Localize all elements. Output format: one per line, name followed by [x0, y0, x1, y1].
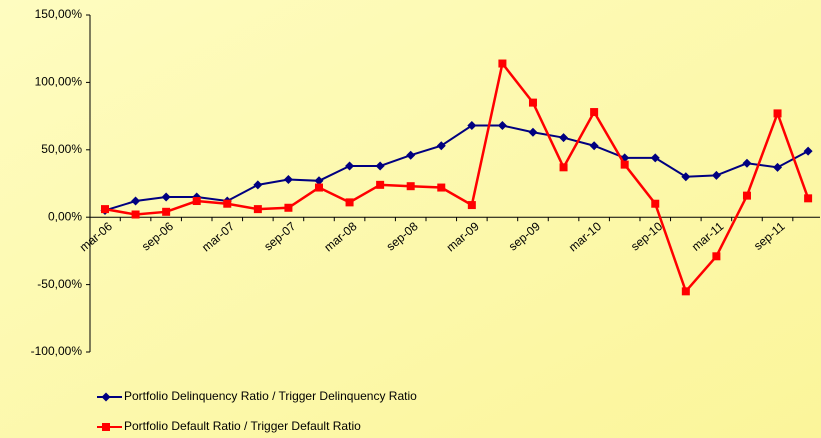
data-point: [131, 210, 140, 219]
data-point: [803, 146, 813, 156]
data-point: [528, 127, 538, 137]
data-point: [345, 198, 354, 207]
data-point: [773, 162, 783, 172]
data-point: [528, 98, 537, 107]
data-point: [742, 158, 752, 168]
data-point: [773, 109, 782, 118]
y-tick-label: -100,00%: [31, 344, 83, 358]
y-tick-label: 0,00%: [48, 209, 82, 223]
data-point: [742, 191, 751, 200]
data-point: [314, 183, 323, 192]
data-point: [650, 153, 660, 163]
series-line: [104, 60, 810, 294]
data-point: [681, 172, 691, 182]
data-point: [406, 182, 415, 191]
data-point: [162, 207, 171, 216]
data-point: [345, 161, 355, 171]
data-point: [314, 176, 324, 186]
data-point: [253, 180, 263, 190]
data-point: [131, 196, 141, 206]
data-point: [651, 199, 660, 208]
data-point: [223, 199, 232, 208]
data-point: [161, 192, 171, 202]
data-point: [589, 141, 599, 151]
data-point: [559, 133, 569, 143]
data-point: [681, 287, 690, 296]
data-point: [467, 121, 477, 131]
data-point: [620, 160, 629, 169]
data-point: [712, 252, 721, 261]
data-point: [590, 108, 599, 117]
legend-label: Portfolio Default Ratio / Trigger Defaul…: [124, 419, 361, 433]
data-point: [467, 201, 476, 210]
data-point: [498, 59, 507, 68]
data-point: [559, 163, 568, 172]
data-point: [253, 205, 262, 214]
legend-label: Portfolio Delinquency Ratio / Trigger De…: [124, 389, 417, 403]
y-tick-label: 50,00%: [41, 142, 82, 156]
data-point: [375, 161, 385, 171]
data-point: [283, 174, 293, 184]
data-point: [497, 121, 507, 131]
data-point: [437, 183, 446, 192]
legend-marker: [102, 423, 110, 431]
data-point: [192, 197, 201, 206]
legend-marker: [101, 392, 111, 402]
y-tick-label: 100,00%: [35, 75, 83, 89]
series-line: [104, 124, 809, 212]
data-point: [284, 203, 293, 212]
y-tick-label: 150,00%: [35, 7, 83, 21]
data-point: [711, 170, 721, 180]
data-point: [376, 180, 385, 189]
data-point: [406, 150, 416, 160]
data-point: [804, 194, 813, 203]
y-tick-label: -50,00%: [37, 277, 82, 291]
data-point: [436, 141, 446, 151]
data-point: [101, 205, 109, 214]
